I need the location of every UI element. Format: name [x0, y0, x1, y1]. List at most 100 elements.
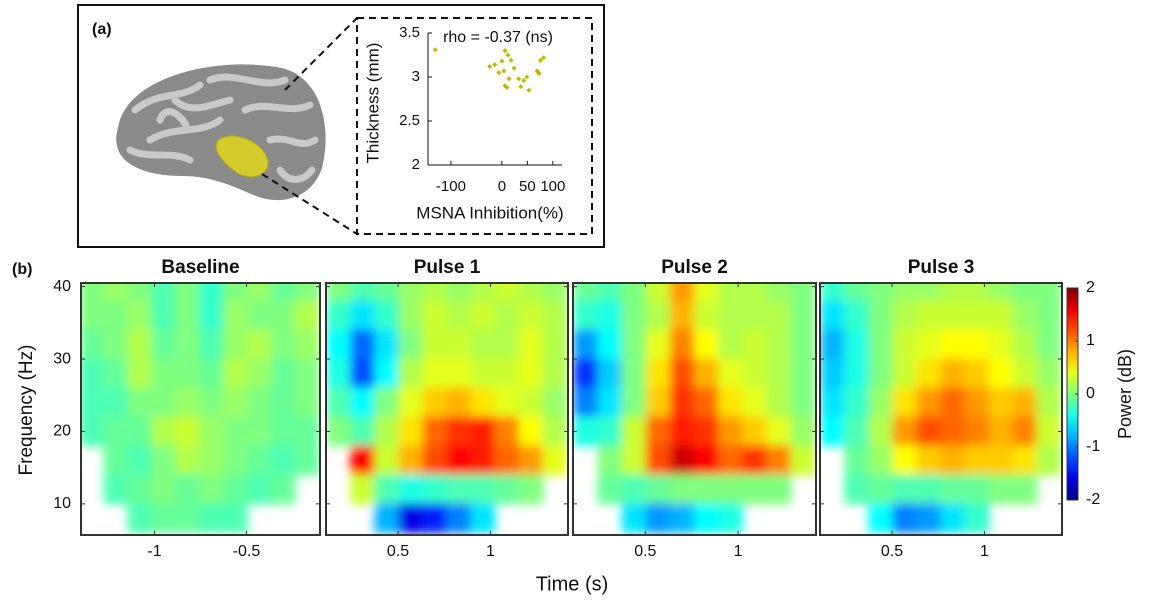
heatmap-cell	[742, 474, 768, 505]
heatmap-cell	[294, 416, 320, 447]
heatmap-cell	[81, 416, 105, 447]
heatmap-cell	[246, 300, 272, 331]
heatmap-cell	[892, 445, 918, 476]
heatmap-inner	[326, 283, 568, 534]
panel-title: Pulse 3	[908, 257, 975, 278]
heatmap-cell	[694, 283, 720, 302]
heatmap-cell	[422, 387, 448, 418]
heatmap-cell	[694, 503, 720, 534]
heatmap-cell	[940, 358, 966, 389]
heatmap-cell	[294, 445, 320, 476]
heatmap-cell	[573, 387, 599, 418]
colorbar-tick-label: -2	[1086, 491, 1100, 508]
point	[521, 78, 527, 84]
heatmap-cell	[766, 358, 792, 389]
heatmap-cell	[621, 283, 647, 302]
heatmap-cell	[645, 445, 671, 476]
heatmap-cell	[398, 503, 424, 534]
heatmap-cell	[175, 387, 201, 418]
heatmap-cell	[518, 358, 544, 389]
point	[526, 87, 532, 93]
heatmap-cell	[868, 329, 894, 360]
heatmap-cell	[597, 300, 623, 331]
heatmap-cell	[374, 503, 400, 534]
heatmap-cell	[766, 474, 792, 505]
annotation: rho = -0.37 (ns)	[443, 29, 553, 46]
heatmap-cell	[742, 445, 768, 476]
heatmap-cell	[422, 474, 448, 505]
heatmap-cell	[398, 416, 424, 447]
heatmap-cell	[892, 416, 918, 447]
heatmap-cell	[199, 474, 224, 505]
heatmap-cell	[446, 474, 472, 505]
point	[501, 68, 507, 74]
heatmap-cell	[621, 358, 647, 389]
heatmap-cell	[790, 445, 816, 476]
point	[504, 85, 510, 91]
heatmap-cell	[844, 358, 870, 389]
heatmap-cell	[940, 300, 966, 331]
heatmap-cell	[470, 283, 496, 302]
colorbar-tick-label: -1	[1086, 438, 1100, 455]
heatmap-cell	[694, 300, 720, 331]
heatmap-cell	[718, 387, 744, 418]
heatmap-cell	[294, 300, 320, 331]
heatmap-cell	[446, 329, 472, 360]
heatmap-cell	[718, 445, 744, 476]
heatmap-cell	[940, 416, 966, 447]
point	[518, 84, 524, 90]
heatmap-cell	[422, 445, 448, 476]
heatmap-cell	[964, 445, 990, 476]
heatmap-cell	[868, 387, 894, 418]
heatmap-cell	[326, 329, 352, 360]
heatmap-cell	[494, 445, 520, 476]
heatmap-cell	[790, 387, 816, 418]
heatmap-cell	[127, 329, 153, 360]
heatmap-cell	[1036, 358, 1062, 389]
heatmap-cell	[470, 503, 496, 534]
heatmap-cell	[964, 387, 990, 418]
y-tick-label: 3.5	[399, 24, 420, 41]
heatmap-cell	[916, 445, 942, 476]
heatmap-cells	[326, 283, 568, 534]
heatmap-cell	[422, 329, 448, 360]
heatmap-cell	[294, 329, 320, 360]
heatmap-cell	[669, 358, 695, 389]
heatmap-cell	[103, 387, 129, 418]
heatmap-cell	[742, 387, 768, 418]
heatmap-cell	[940, 445, 966, 476]
heatmap-cell	[518, 387, 544, 418]
point	[516, 76, 522, 82]
heatmap-cell	[868, 416, 894, 447]
heatmap-cell	[766, 283, 792, 302]
heatmap-cells	[573, 283, 816, 534]
panel-frame	[819, 282, 1063, 536]
heatmap-cell	[645, 474, 671, 505]
panel-label: (b)	[12, 261, 32, 278]
heatmap-cell	[669, 387, 695, 418]
heatmap-cell	[374, 387, 400, 418]
heatmap-cell	[1036, 283, 1062, 302]
heatmap-cell	[766, 445, 792, 476]
point	[432, 47, 438, 53]
panel-title: Baseline	[161, 257, 239, 278]
heatmap-cell	[374, 300, 400, 331]
heatmap-cell	[470, 416, 496, 447]
heatmap-cell	[175, 474, 201, 505]
heatmap-cell	[820, 329, 846, 360]
heatmap-cell	[103, 474, 129, 505]
heatmap-cell	[222, 300, 248, 331]
heatmap-cell	[964, 283, 990, 302]
panel-title: Pulse 1	[414, 257, 481, 278]
heatmap-cell	[766, 329, 792, 360]
heatmap-cell	[151, 474, 177, 505]
heatmap-cell	[820, 283, 846, 302]
zoom-line	[261, 173, 358, 235]
heatmap-cell	[1012, 445, 1038, 476]
heatmap-cell	[669, 474, 695, 505]
x-tick-label: 1	[734, 543, 743, 560]
heatmap-cell	[645, 387, 671, 418]
heatmap-cell	[518, 283, 544, 302]
y-tick-label: 3	[412, 68, 420, 85]
